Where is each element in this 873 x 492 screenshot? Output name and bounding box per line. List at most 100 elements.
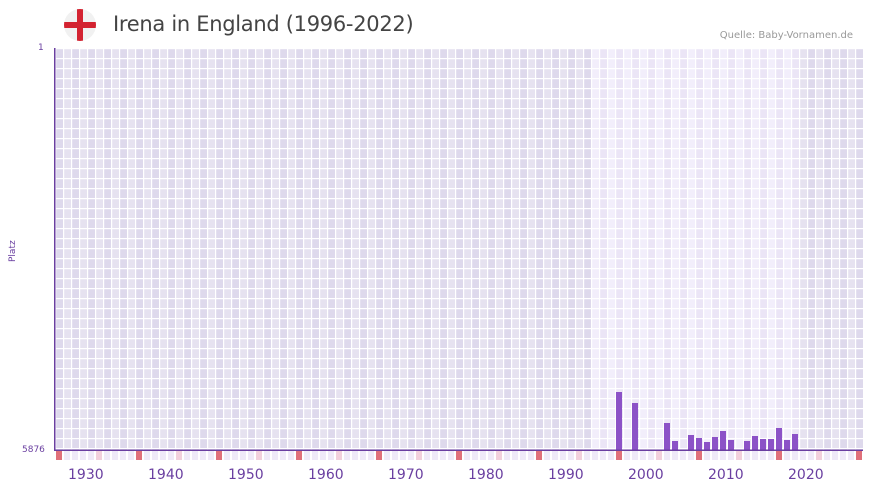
year-marker xyxy=(432,451,438,460)
bar-2010 xyxy=(712,437,718,450)
year-marker xyxy=(656,451,662,460)
bar-2005 xyxy=(672,441,678,450)
x-tick-1990: 1990 xyxy=(548,467,584,483)
year-marker xyxy=(712,451,718,460)
year-marker xyxy=(848,451,854,460)
bar-2020 xyxy=(792,434,798,450)
y-axis-line xyxy=(54,48,56,451)
year-marker xyxy=(392,451,398,460)
year-marker xyxy=(328,451,334,460)
bar-1998 xyxy=(616,392,622,450)
x-tick-1950: 1950 xyxy=(228,467,264,483)
year-marker xyxy=(552,451,558,460)
year-marker xyxy=(192,451,198,460)
year-marker xyxy=(520,451,526,460)
year-marker xyxy=(424,451,430,460)
year-marker xyxy=(176,451,182,460)
x-tick-1970: 1970 xyxy=(388,467,424,483)
year-marker xyxy=(448,451,454,460)
year-marker xyxy=(136,451,142,460)
year-marker xyxy=(632,451,638,460)
year-marker xyxy=(640,451,646,460)
year-marker xyxy=(760,451,766,460)
year-marker xyxy=(416,451,422,460)
year-marker xyxy=(232,451,238,460)
year-marker xyxy=(768,451,774,460)
year-marker xyxy=(472,451,478,460)
year-marker xyxy=(240,451,246,460)
year-marker xyxy=(784,451,790,460)
bar-2011 xyxy=(720,431,726,450)
year-marker xyxy=(544,451,550,460)
year-marker xyxy=(672,451,678,460)
year-marker xyxy=(368,451,374,460)
bar-2018 xyxy=(776,428,782,450)
year-marker xyxy=(600,451,606,460)
year-marker xyxy=(112,451,118,460)
year-marker xyxy=(440,451,446,460)
year-marker xyxy=(688,451,694,460)
year-marker xyxy=(280,451,286,460)
year-marker xyxy=(224,451,230,460)
year-marker xyxy=(296,451,302,460)
year-marker xyxy=(56,451,62,460)
year-marker xyxy=(96,451,102,460)
year-marker xyxy=(840,451,846,460)
year-marker xyxy=(488,451,494,460)
year-marker xyxy=(304,451,310,460)
year-marker xyxy=(720,451,726,460)
year-marker xyxy=(728,451,734,460)
year-marker xyxy=(480,451,486,460)
year-marker xyxy=(360,451,366,460)
chart-area xyxy=(0,0,873,492)
year-marker xyxy=(272,451,278,460)
year-marker xyxy=(792,451,798,460)
bar-2019 xyxy=(784,440,790,450)
year-marker xyxy=(168,451,174,460)
bar-2012 xyxy=(728,440,734,450)
year-marker xyxy=(680,451,686,460)
year-marker xyxy=(776,451,782,460)
year-marker xyxy=(536,451,542,460)
year-marker xyxy=(608,451,614,460)
bar-2000 xyxy=(632,403,638,450)
year-marker xyxy=(152,451,158,460)
year-marker xyxy=(568,451,574,460)
year-marker xyxy=(704,451,710,460)
year-marker xyxy=(288,451,294,460)
year-marker xyxy=(248,451,254,460)
year-marker xyxy=(648,451,654,460)
bar-2007 xyxy=(688,435,694,450)
x-axis-line xyxy=(54,450,863,452)
year-marker xyxy=(512,451,518,460)
year-marker xyxy=(504,451,510,460)
bar-2017 xyxy=(768,439,774,450)
year-marker xyxy=(72,451,78,460)
year-marker xyxy=(120,451,126,460)
year-marker xyxy=(88,451,94,460)
year-marker xyxy=(408,451,414,460)
bar-2008 xyxy=(696,438,702,450)
x-tick-1940: 1940 xyxy=(148,467,184,483)
year-marker xyxy=(184,451,190,460)
year-marker xyxy=(856,451,862,460)
year-marker xyxy=(144,451,150,460)
year-marker xyxy=(824,451,830,460)
year-marker xyxy=(744,451,750,460)
year-marker xyxy=(104,451,110,460)
year-marker xyxy=(808,451,814,460)
bar-2014 xyxy=(744,441,750,450)
year-marker xyxy=(616,451,622,460)
year-marker xyxy=(624,451,630,460)
year-marker xyxy=(80,451,86,460)
year-marker xyxy=(560,451,566,460)
year-marker xyxy=(832,451,838,460)
year-marker xyxy=(384,451,390,460)
year-marker xyxy=(216,451,222,460)
year-marker xyxy=(528,451,534,460)
year-marker xyxy=(800,451,806,460)
year-marker xyxy=(400,451,406,460)
bar-2016 xyxy=(760,439,766,450)
x-tick-1930: 1930 xyxy=(68,467,104,483)
bar-2004 xyxy=(664,423,670,450)
